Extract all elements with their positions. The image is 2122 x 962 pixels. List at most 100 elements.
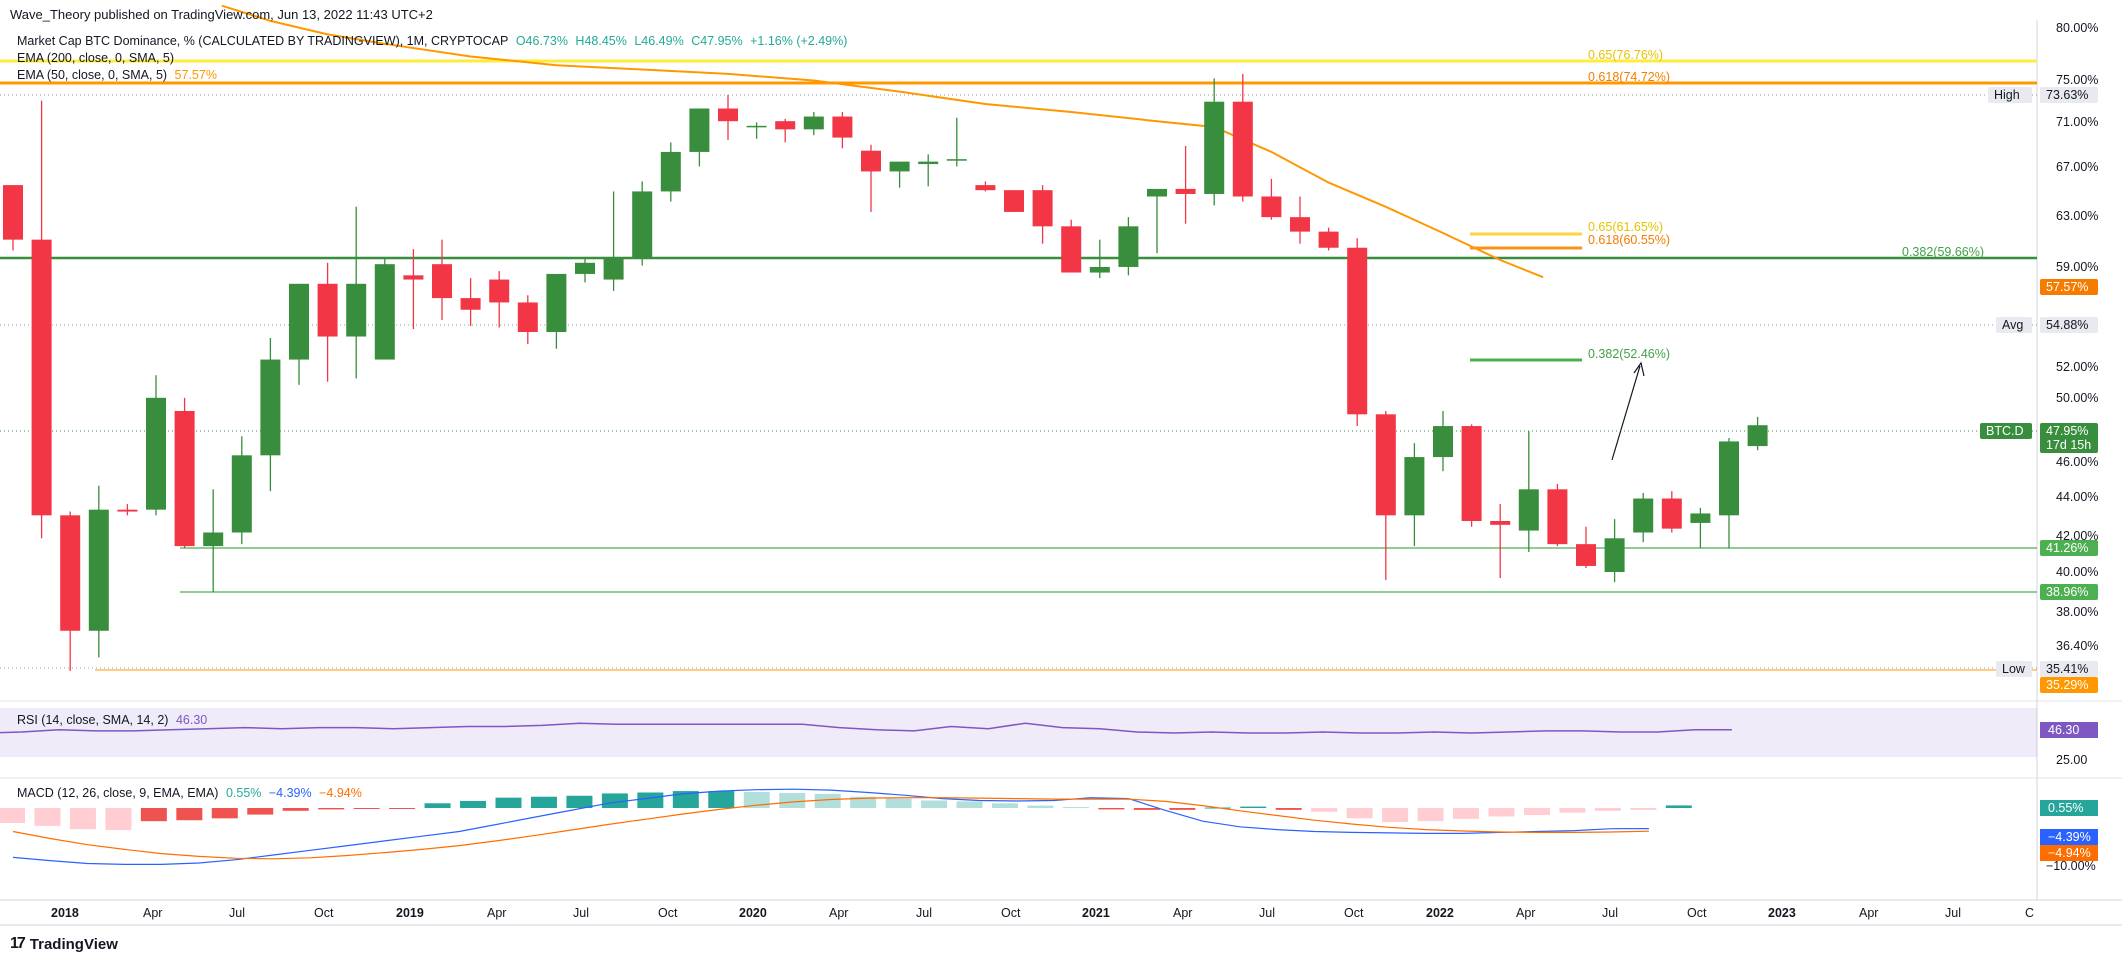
candle-body [1719,441,1739,516]
price-tick: 40.00% [2056,565,2098,579]
price-tag-text: 47.95% [2046,424,2088,438]
candle-body [803,116,824,130]
price-tag [2040,677,2098,693]
rsi-legend[interactable]: RSI (14, close, SMA, 14, 2) 46.30 [17,713,211,727]
candle-body [346,283,367,337]
macd-hist-bar [353,808,380,809]
macd-hist-bar [850,796,877,808]
price-tick: 71.00% [2056,115,2098,129]
macd-hist-bar [779,792,806,808]
candle-body [260,359,281,456]
candle-body [1089,266,1110,273]
price-tag-label: Low [2002,662,2026,676]
candle-body [1061,226,1082,273]
time-tick: Jul [229,906,245,920]
candle-body [746,125,767,128]
macd-hist-bar [1559,808,1586,813]
time-tick: Apr [829,906,848,920]
macd-hist-bar [1488,808,1515,817]
price-tag [2040,661,2098,677]
candle-body [432,264,452,299]
price-tag-text: 73.63% [2046,88,2088,102]
ema50-legend[interactable]: EMA (50, close, 0, SMA, 5) 57.57% [17,68,221,82]
candle-body [1347,247,1368,415]
price-tag-text: 35.29% [2046,678,2088,692]
price-tag-label: Avg [2002,318,2023,332]
rsi-band [0,708,2037,757]
candle-body [1747,425,1768,447]
macd-hist-bar [247,808,274,815]
macd-hist-bar [1275,808,1302,810]
macd-hist-bar [566,795,593,808]
candle-body [1147,188,1167,197]
candle-body [1375,414,1396,516]
time-tick: Oct [1001,906,1021,920]
candle-body [1318,231,1339,248]
ohlc-low: L46.49% [634,34,684,48]
macd-hist-bar [885,798,912,808]
candle-body [718,108,738,122]
candle-body [1518,489,1539,531]
candle-body [1461,426,1482,522]
ema50-label: EMA (50, close, 0, SMA, 5) [17,68,168,82]
fib-0382-low-label: 0.382(52.46%) [1588,347,1670,361]
candle-body [489,279,510,303]
macd-hist-bar [1169,808,1196,810]
macd-hist-bar [1133,808,1160,810]
macd-hist-bar [34,808,61,826]
macd-hist-bar [1523,808,1550,816]
time-tick: Jul [1945,906,1961,920]
candle-body [603,257,624,280]
tradingview-logo[interactable]: 17 TradingView [10,935,118,953]
macd-hist-bar [1346,808,1373,819]
candle-body [88,509,109,631]
macd-hist-bar [601,793,628,808]
fib-065-top-label: 0.65(76.76%) [1588,48,1663,62]
candle-body [1032,190,1053,227]
price-tag-label-bg [1996,317,2032,333]
fib-065-mid-label: 0.65(61.65%) [1588,220,1663,234]
macd-legend[interactable]: MACD (12, 26, close, 9, EMA, EMA) 0.55% … [17,786,366,800]
macd-hist-bar [1594,808,1621,811]
candle-body [1290,217,1310,232]
macd-hist-bar [176,808,203,821]
macd-line [12,788,1649,865]
tradingview-wordmark: TradingView [29,935,118,953]
price-tag [2040,423,2098,453]
candle-body [1004,190,1024,212]
ema50-curve [221,4,1544,279]
candle-body [3,185,23,240]
ema200-legend[interactable]: EMA (200, close, 0, SMA, 5) [17,51,178,65]
candle-body [1547,489,1568,545]
candle-body [546,273,567,333]
candle-body [1604,538,1625,572]
candle-body [146,397,166,510]
candle-body [203,532,224,547]
candle-body [460,298,481,310]
time-tick: Oct [1687,906,1707,920]
rsi-value: 46.30 [175,713,208,727]
candle-body [775,121,796,130]
macd-hist-bar [1382,808,1409,823]
price-tag-text: 35.41% [2046,662,2088,676]
price-tag-text: 54.88% [2046,318,2088,332]
price-tag [2040,584,2098,600]
time-tick: Apr [1516,906,1535,920]
price-tick: 36.40% [2056,639,2098,653]
time-tick: Jul [573,906,589,920]
macd-hist-bar [814,793,841,808]
macd-signal-tag [2040,845,2098,861]
candle-body [861,150,881,172]
time-tick: Jul [1259,906,1275,920]
time-tick: Apr [1173,906,1192,920]
time-tick: Apr [1859,906,1878,920]
time-tick: C [2025,906,2034,920]
time-tick: Oct [1344,906,1364,920]
macd-hist-bar [1311,808,1338,812]
candle-body [517,302,538,333]
candle-body [1433,426,1453,458]
symbol-legend[interactable]: Market Cap BTC Dominance, % (CALCULATED … [17,34,851,48]
candle-body [31,239,52,516]
